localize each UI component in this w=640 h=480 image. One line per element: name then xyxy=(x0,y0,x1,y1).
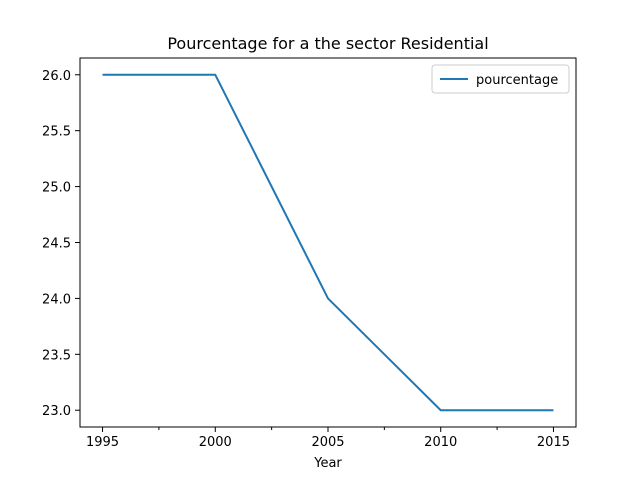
y-tick-label: 24.0 xyxy=(42,292,71,307)
y-tick-label: 25.0 xyxy=(42,181,71,196)
legend-label: pourcentage xyxy=(476,73,558,88)
y-tick-label: 23.0 xyxy=(42,404,71,419)
legend-box xyxy=(431,64,570,94)
y-tick-label: 25.5 xyxy=(42,125,71,140)
y-tick-label: 26.0 xyxy=(42,69,71,84)
y-tick-label: 24.5 xyxy=(42,237,71,252)
x-tick-label: 2005 xyxy=(311,435,344,450)
x-tick-label: 2010 xyxy=(424,435,457,450)
x-tick-label: 1995 xyxy=(86,435,119,450)
legend: pourcentage xyxy=(431,64,570,94)
y-tick-label: 23.5 xyxy=(42,348,71,363)
x-axis-label: Year xyxy=(313,456,342,471)
series-line-0 xyxy=(102,73,554,412)
chart-title: Pourcentage for a the sector Residential xyxy=(167,34,488,53)
x-tick-label: 2000 xyxy=(199,435,232,450)
plot-area: 1995 2000 2005 2010 2015 23.0 23.5 24.0 24.5 25.0… xyxy=(42,57,577,450)
x-tick-label: 2015 xyxy=(537,435,570,450)
